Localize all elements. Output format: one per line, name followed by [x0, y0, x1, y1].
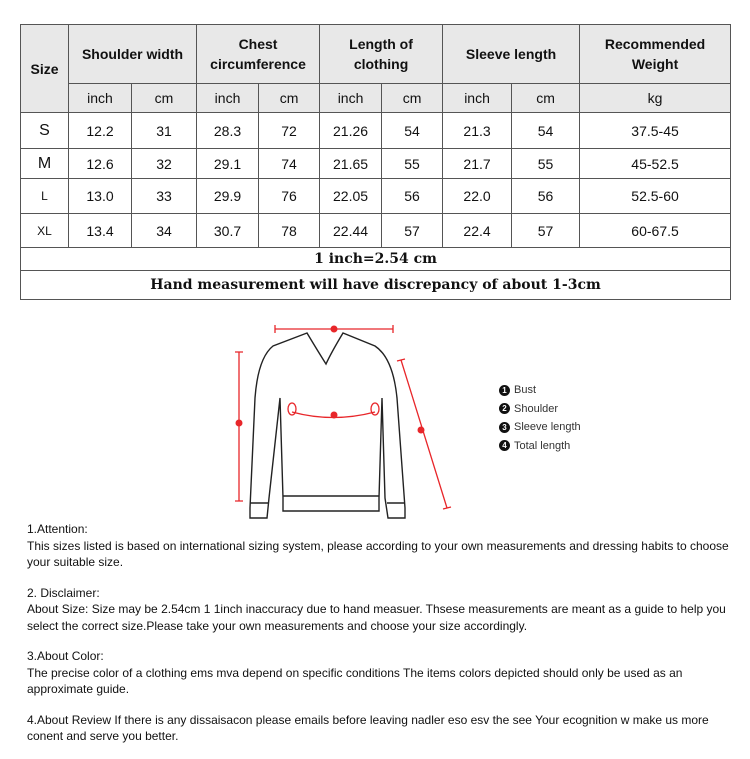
legend-label: Shoulder: [514, 402, 559, 415]
header-sleeve: Sleeve length: [442, 24, 581, 84]
table-cell: 45-52.5: [579, 148, 732, 179]
size-label: XL: [20, 213, 69, 248]
header-chest: Chest circumference: [196, 24, 321, 84]
table-cell: 22.0: [442, 178, 513, 214]
table-cell: 78: [258, 213, 321, 248]
legend-item: 1 Bust: [499, 381, 581, 400]
note-paragraph: 3.About Color: The precise color of a clo…: [27, 648, 737, 698]
note-body: 4.About Review If there is any dissaisac…: [27, 712, 709, 744]
table-cell: 30.7: [196, 213, 260, 248]
table-cell: 22.4: [442, 213, 513, 248]
number-badge-icon: 3: [499, 421, 510, 433]
table-cell: 31: [130, 112, 198, 149]
table-cell: 57: [381, 213, 444, 248]
legend-label: Sleeve length: [514, 421, 581, 434]
table-cell: 55: [381, 148, 444, 179]
table-cell: 72: [258, 112, 321, 149]
table-cell: 22.05: [319, 178, 383, 214]
table-cell: 29.1: [196, 148, 260, 179]
discrepancy-note: Hand measurement will have discrepancy o…: [19, 270, 732, 300]
measure-markers: [235, 325, 425, 434]
conversion-row: 1 inch=2.54 cm: [19, 247, 732, 271]
diagram-legend: 1 Bust 2 Shoulder 3 Sleeve length 4 Total lengt…: [499, 381, 581, 455]
table-row: S 12.2 31 28.3 72 21.26 54 21.3 54 37.5-45: [20, 112, 732, 149]
unit-cell: inch: [196, 83, 260, 113]
table-cell: 22.44: [319, 213, 383, 248]
size-label: S: [20, 112, 69, 149]
size-chart-table: Size Shoulder width Chest circumference …: [19, 24, 732, 300]
size-label: M: [20, 148, 69, 179]
table-cell: 13.0: [68, 178, 132, 214]
note-title: 3.About Color:: [27, 649, 104, 663]
header-size: Size: [20, 24, 69, 113]
unit-cell: inch: [442, 83, 513, 113]
unit-row: inch cm inch cm inch cm inch cm kg: [21, 83, 732, 113]
header-length: Length of clothing: [319, 24, 444, 84]
unit-cell: cm: [381, 83, 444, 113]
legend-item: 4 Total length: [499, 437, 581, 456]
conversion-note: 1 inch=2.54 cm: [19, 247, 732, 271]
table-cell: 32: [130, 148, 198, 179]
unit-cell: inch: [68, 83, 132, 113]
number-badge-icon: 1: [499, 384, 510, 396]
header-weight: Recommended Weight: [579, 24, 732, 84]
table-cell: 76: [258, 178, 321, 214]
sweater-measurement-diagram: [225, 318, 615, 523]
table-cell: 33: [130, 178, 198, 214]
unit-cell: cm: [258, 83, 321, 113]
notes-section: 1.Attention: This sizes listed is based o…: [27, 521, 737, 759]
table-cell: 37.5-45: [579, 112, 732, 149]
number-badge-icon: 2: [499, 403, 510, 415]
header-shoulder: Shoulder width: [67, 24, 198, 84]
table-cell: 28.3: [196, 112, 260, 149]
table-cell: 55: [511, 148, 581, 179]
unit-cell: inch: [319, 83, 383, 113]
table-cell: 54: [381, 112, 444, 149]
note-title: 2. Disclaimer:: [27, 585, 100, 600]
table-row: M 12.6 32 29.1 74 21.65 55 21.7 55 45-52.5: [20, 148, 732, 179]
table-cell: 21.26: [319, 112, 383, 149]
table-cell: 60-67.5: [579, 213, 732, 248]
table-cell: 21.65: [319, 148, 383, 179]
note-paragraph: 4.About Review If there is any dissaisac…: [27, 712, 737, 745]
size-label: L: [20, 178, 69, 214]
discrepancy-row: Hand measurement will have discrepancy o…: [19, 270, 732, 300]
note-body: About Size: Size may be 2.54cm 1 1inch i…: [27, 602, 726, 633]
table-cell: 54: [511, 112, 581, 149]
legend-label: Total length: [514, 439, 571, 452]
header-row: Size Shoulder width Chest circumference …: [20, 24, 732, 113]
table-cell: 34: [130, 213, 198, 248]
unit-cell: cm: [130, 83, 198, 113]
legend-label: Bust: [514, 384, 537, 397]
table-cell: 29.9: [196, 178, 260, 214]
note-body: This sizes listed is based on internatio…: [27, 538, 729, 570]
table-cell: 52.5-60: [579, 178, 732, 214]
sweater-illustration: [235, 325, 452, 519]
sweater-outline: [249, 332, 406, 519]
legend-item: 2 Shoulder: [499, 400, 581, 419]
table-cell: 56: [381, 178, 444, 214]
note-title: 1.Attention:: [27, 522, 88, 536]
table-cell: 12.2: [68, 112, 132, 149]
table-cell: 74: [258, 148, 321, 179]
table-cell: 56: [511, 178, 581, 214]
note-body: The precise color of a clothing ems mva …: [27, 665, 683, 697]
table-cell: 21.3: [442, 112, 513, 149]
legend-item: 3 Sleeve length: [499, 418, 581, 437]
note-paragraph: 1.Attention: This sizes listed is based o…: [27, 521, 737, 571]
table-cell: 12.6: [68, 148, 132, 179]
unit-cell: kg: [579, 83, 732, 113]
sleeve-measure-line: [396, 358, 452, 510]
table-row: L 13.0 33 29.9 76 22.05 56 22.0 56 52.5-60: [20, 178, 732, 214]
table-cell: 57: [511, 213, 581, 248]
table-row: XL 13.4 34 30.7 78 22.44 57 22.4 57 60-67.5: [20, 213, 732, 248]
number-badge-icon: 4: [499, 440, 510, 452]
table-cell: 21.7: [442, 148, 513, 179]
note-paragraph: 2. Disclaimer: About Size: Size may be 2.…: [27, 585, 737, 635]
table-cell: 13.4: [68, 213, 132, 248]
unit-cell: cm: [511, 83, 581, 113]
